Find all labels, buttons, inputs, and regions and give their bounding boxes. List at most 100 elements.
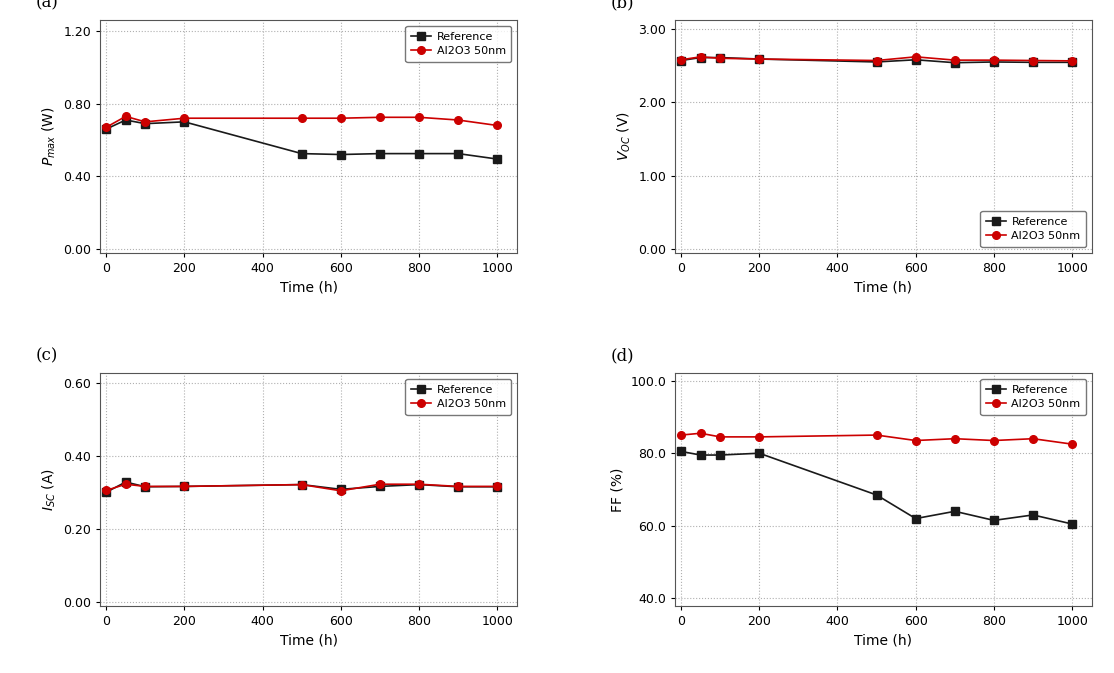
Al2O3 50nm — [1026, 435, 1039, 443]
Legend: Reference, Al2O3 50nm: Reference, Al2O3 50nm — [405, 379, 511, 415]
Al2O3 50nm — [490, 483, 504, 491]
Al2O3 50nm — [987, 56, 1000, 64]
Al2O3 50nm — [753, 55, 766, 63]
Text: (c): (c) — [36, 347, 58, 364]
Reference — [119, 478, 133, 486]
Al2O3 50nm — [694, 52, 707, 61]
Al2O3 50nm — [177, 114, 190, 122]
Reference — [138, 120, 152, 128]
Al2O3 50nm — [713, 433, 726, 441]
Reference — [177, 483, 190, 491]
Al2O3 50nm — [334, 487, 348, 495]
Al2O3 50nm — [674, 431, 687, 439]
X-axis label: Time (h): Time (h) — [854, 633, 912, 647]
Al2O3 50nm — [1065, 57, 1078, 65]
Reference — [713, 54, 726, 62]
Reference — [373, 149, 387, 157]
X-axis label: Time (h): Time (h) — [280, 633, 338, 647]
Reference — [987, 516, 1000, 524]
Line: Reference: Reference — [102, 116, 501, 163]
Al2O3 50nm — [753, 433, 766, 441]
Reference — [138, 483, 152, 491]
Al2O3 50nm — [119, 480, 133, 488]
Al2O3 50nm — [99, 487, 113, 495]
Reference — [295, 481, 309, 489]
X-axis label: Time (h): Time (h) — [280, 280, 338, 294]
Reference — [674, 448, 687, 456]
Reference — [1026, 511, 1039, 519]
Reference — [870, 58, 883, 66]
Reference — [412, 481, 426, 489]
Al2O3 50nm — [412, 480, 426, 488]
Reference — [295, 149, 309, 157]
Al2O3 50nm — [909, 437, 922, 445]
Reference — [753, 55, 766, 63]
Al2O3 50nm — [373, 113, 387, 121]
Al2O3 50nm — [948, 56, 961, 64]
Reference — [1026, 59, 1039, 67]
Al2O3 50nm — [99, 123, 113, 131]
Reference — [490, 155, 504, 163]
Y-axis label: $I_{SC}$ (A): $I_{SC}$ (A) — [40, 468, 58, 511]
Al2O3 50nm — [373, 480, 387, 488]
Reference — [451, 483, 465, 491]
Al2O3 50nm — [177, 483, 190, 491]
Line: Reference: Reference — [677, 54, 1076, 67]
Al2O3 50nm — [713, 55, 726, 63]
Al2O3 50nm — [909, 52, 922, 61]
Reference — [99, 488, 113, 496]
Al2O3 50nm — [870, 431, 883, 439]
Al2O3 50nm — [295, 481, 309, 489]
Al2O3 50nm — [295, 114, 309, 122]
Reference — [1065, 520, 1078, 528]
Al2O3 50nm — [451, 483, 465, 491]
Al2O3 50nm — [948, 435, 961, 443]
Reference — [373, 483, 387, 491]
Reference — [674, 57, 687, 65]
Reference — [870, 491, 883, 499]
Line: Al2O3 50nm: Al2O3 50nm — [677, 429, 1076, 448]
X-axis label: Time (h): Time (h) — [854, 280, 912, 294]
Reference — [99, 125, 113, 133]
Al2O3 50nm — [490, 121, 504, 129]
Line: Reference: Reference — [102, 479, 501, 496]
Reference — [694, 54, 707, 62]
Reference — [334, 485, 348, 493]
Al2O3 50nm — [1026, 57, 1039, 65]
Reference — [753, 449, 766, 457]
Y-axis label: FF (%): FF (%) — [610, 467, 625, 511]
Al2O3 50nm — [1065, 440, 1078, 448]
Reference — [334, 151, 348, 159]
Reference — [909, 56, 922, 64]
Reference — [490, 483, 504, 491]
Reference — [948, 59, 961, 67]
Line: Reference: Reference — [677, 448, 1076, 528]
Al2O3 50nm — [138, 483, 152, 491]
Reference — [412, 149, 426, 157]
Line: Al2O3 50nm: Al2O3 50nm — [102, 112, 501, 131]
Line: Al2O3 50nm: Al2O3 50nm — [102, 481, 501, 495]
Reference — [1065, 59, 1078, 67]
Al2O3 50nm — [334, 114, 348, 122]
Legend: Reference, Al2O3 50nm: Reference, Al2O3 50nm — [405, 26, 511, 62]
Reference — [694, 451, 707, 459]
Reference — [909, 515, 922, 523]
Legend: Reference, Al2O3 50nm: Reference, Al2O3 50nm — [980, 211, 1086, 247]
Reference — [713, 451, 726, 459]
Al2O3 50nm — [119, 112, 133, 120]
Al2O3 50nm — [451, 116, 465, 124]
Reference — [451, 149, 465, 157]
Line: Al2O3 50nm: Al2O3 50nm — [677, 53, 1076, 65]
Text: (b): (b) — [610, 0, 634, 11]
Reference — [987, 58, 1000, 66]
Y-axis label: $P_{max}$ (W): $P_{max}$ (W) — [40, 106, 58, 166]
Reference — [948, 507, 961, 516]
Al2O3 50nm — [870, 57, 883, 65]
Al2O3 50nm — [674, 56, 687, 64]
Reference — [119, 116, 133, 124]
Text: (a): (a) — [36, 0, 59, 11]
Y-axis label: $V_{OC}$ (V): $V_{OC}$ (V) — [615, 112, 633, 162]
Al2O3 50nm — [412, 113, 426, 121]
Al2O3 50nm — [138, 118, 152, 126]
Legend: Reference, Al2O3 50nm: Reference, Al2O3 50nm — [980, 379, 1086, 415]
